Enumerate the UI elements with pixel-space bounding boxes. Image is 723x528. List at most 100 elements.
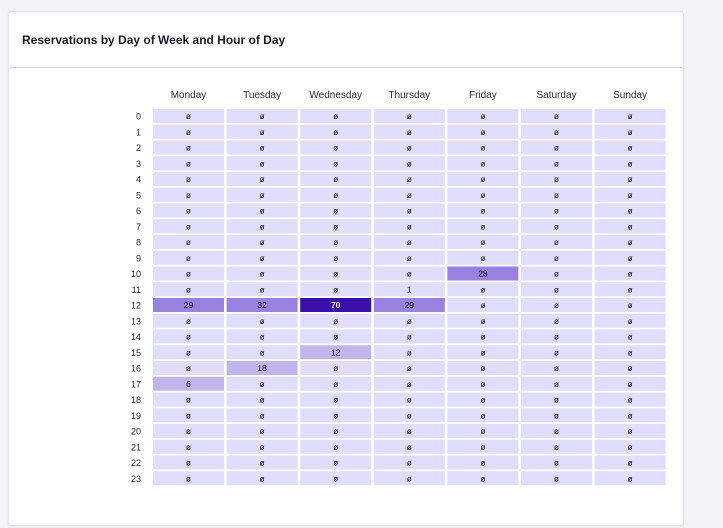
heatmap-cell-saturday-13[interactable]: [521, 313, 592, 328]
heatmap-cell-wednesday-3[interactable]: [300, 156, 372, 171]
heatmap-cell-monday-0[interactable]: [153, 109, 224, 123]
heatmap-cell-saturday-9[interactable]: [521, 250, 592, 265]
heatmap-cell-monday-15[interactable]: [153, 345, 224, 360]
heatmap-cell-monday-19[interactable]: [153, 408, 224, 423]
heatmap-cell-wednesday-16[interactable]: [300, 361, 372, 375]
heatmap-cell-sunday-19[interactable]: [594, 408, 666, 423]
heatmap-cell-saturday-8[interactable]: [521, 235, 592, 249]
heatmap-cell-monday-5[interactable]: [153, 187, 224, 202]
heatmap-cell-tuesday-1[interactable]: [226, 124, 298, 139]
heatmap-cell-wednesday-10[interactable]: [300, 266, 372, 281]
heatmap-cell-friday-5[interactable]: [447, 187, 519, 202]
heatmap-cell-friday-8[interactable]: [447, 235, 519, 249]
heatmap-cell-tuesday-11[interactable]: [226, 282, 298, 297]
heatmap-cell-wednesday-9[interactable]: [300, 250, 372, 265]
heatmap-cell-sunday-2[interactable]: [594, 140, 666, 155]
heatmap-cell-sunday-16[interactable]: [594, 361, 666, 375]
heatmap-cell-monday-12[interactable]: [153, 298, 224, 312]
heatmap-cell-thursday-2[interactable]: [373, 140, 445, 155]
heatmap-cell-tuesday-10[interactable]: [226, 266, 298, 281]
heatmap-cell-saturday-11[interactable]: [521, 282, 592, 297]
heatmap-cell-thursday-13[interactable]: [373, 313, 445, 328]
heatmap-cell-saturday-4[interactable]: [521, 172, 592, 186]
heatmap-cell-monday-17[interactable]: [153, 376, 224, 391]
heatmap-cell-saturday-23[interactable]: [521, 471, 592, 486]
heatmap-cell-monday-22[interactable]: [153, 455, 224, 470]
heatmap-cell-thursday-6[interactable]: [373, 203, 445, 218]
heatmap-cell-wednesday-1[interactable]: [300, 124, 372, 139]
heatmap-cell-sunday-5[interactable]: [594, 187, 666, 202]
heatmap-cell-tuesday-9[interactable]: [226, 250, 298, 265]
heatmap-cell-thursday-22[interactable]: [373, 455, 445, 470]
heatmap-cell-tuesday-7[interactable]: [226, 219, 298, 234]
heatmap-cell-monday-10[interactable]: [153, 266, 224, 281]
heatmap-cell-tuesday-22[interactable]: [226, 455, 298, 470]
heatmap-cell-wednesday-0[interactable]: [300, 109, 372, 123]
heatmap-cell-saturday-12[interactable]: [521, 298, 592, 312]
heatmap-cell-saturday-3[interactable]: [521, 156, 592, 171]
heatmap-cell-friday-10[interactable]: [447, 266, 519, 281]
heatmap-cell-wednesday-17[interactable]: [300, 376, 372, 391]
heatmap-cell-sunday-23[interactable]: [594, 471, 666, 486]
heatmap-cell-friday-9[interactable]: [447, 250, 519, 265]
heatmap-cell-sunday-1[interactable]: [594, 124, 666, 139]
heatmap-cell-sunday-8[interactable]: [594, 235, 666, 249]
heatmap-cell-wednesday-23[interactable]: [300, 471, 372, 486]
heatmap-cell-sunday-21[interactable]: [594, 439, 666, 454]
heatmap-cell-friday-15[interactable]: [447, 345, 519, 360]
heatmap-cell-wednesday-20[interactable]: [300, 424, 372, 438]
heatmap-cell-sunday-13[interactable]: [594, 313, 666, 328]
heatmap-cell-wednesday-18[interactable]: [300, 392, 372, 407]
heatmap-cell-sunday-11[interactable]: [594, 282, 666, 297]
heatmap-cell-wednesday-15[interactable]: [300, 345, 372, 360]
heatmap-cell-saturday-16[interactable]: [521, 361, 592, 375]
heatmap-cell-monday-1[interactable]: [153, 124, 224, 139]
heatmap-cell-thursday-20[interactable]: [373, 424, 445, 438]
heatmap-cell-wednesday-6[interactable]: [300, 203, 372, 218]
heatmap-cell-sunday-18[interactable]: [594, 392, 666, 407]
heatmap-cell-friday-13[interactable]: [447, 313, 519, 328]
heatmap-cell-saturday-7[interactable]: [521, 219, 592, 234]
heatmap-cell-monday-20[interactable]: [153, 424, 224, 438]
heatmap-cell-monday-23[interactable]: [153, 471, 224, 486]
heatmap-cell-monday-11[interactable]: [153, 282, 224, 297]
heatmap-cell-tuesday-8[interactable]: [226, 235, 298, 249]
heatmap-cell-wednesday-12[interactable]: [300, 298, 372, 312]
heatmap-cell-thursday-23[interactable]: [373, 471, 445, 486]
heatmap-cell-thursday-11[interactable]: [373, 282, 445, 297]
heatmap-cell-tuesday-5[interactable]: [226, 187, 298, 202]
heatmap-cell-wednesday-14[interactable]: [300, 329, 372, 344]
heatmap-cell-thursday-16[interactable]: [373, 361, 445, 375]
heatmap-cell-friday-3[interactable]: [447, 156, 519, 171]
heatmap-cell-thursday-1[interactable]: [373, 124, 445, 139]
heatmap-cell-thursday-14[interactable]: [373, 329, 445, 344]
heatmap-cell-thursday-18[interactable]: [373, 392, 445, 407]
heatmap-cell-monday-13[interactable]: [153, 313, 224, 328]
heatmap-cell-sunday-12[interactable]: [594, 298, 666, 312]
heatmap-cell-tuesday-20[interactable]: [226, 424, 298, 438]
heatmap-cell-friday-21[interactable]: [447, 439, 519, 454]
heatmap-cell-wednesday-11[interactable]: [300, 282, 372, 297]
heatmap-cell-saturday-21[interactable]: [521, 439, 592, 454]
heatmap-cell-friday-4[interactable]: [447, 172, 519, 186]
heatmap-cell-sunday-0[interactable]: [594, 109, 666, 123]
heatmap-cell-sunday-9[interactable]: [594, 250, 666, 265]
heatmap-cell-wednesday-21[interactable]: [300, 439, 372, 454]
heatmap-cell-monday-14[interactable]: [153, 329, 224, 344]
heatmap-cell-friday-0[interactable]: [447, 109, 519, 123]
heatmap-cell-sunday-17[interactable]: [594, 376, 666, 391]
heatmap-cell-monday-4[interactable]: [153, 172, 224, 186]
heatmap-cell-saturday-18[interactable]: [521, 392, 592, 407]
heatmap-cell-sunday-4[interactable]: [594, 172, 666, 186]
heatmap-cell-friday-20[interactable]: [447, 424, 519, 438]
heatmap-cell-tuesday-19[interactable]: [226, 408, 298, 423]
heatmap-cell-saturday-19[interactable]: [521, 408, 592, 423]
heatmap-cell-friday-19[interactable]: [447, 408, 519, 423]
heatmap-cell-saturday-15[interactable]: [521, 345, 592, 360]
heatmap-cell-sunday-3[interactable]: [594, 156, 666, 171]
heatmap-cell-friday-7[interactable]: [447, 219, 519, 234]
heatmap-cell-tuesday-18[interactable]: [226, 392, 298, 407]
heatmap-cell-wednesday-13[interactable]: [300, 313, 372, 328]
heatmap-cell-thursday-7[interactable]: [373, 219, 445, 234]
heatmap-cell-saturday-5[interactable]: [521, 187, 592, 202]
